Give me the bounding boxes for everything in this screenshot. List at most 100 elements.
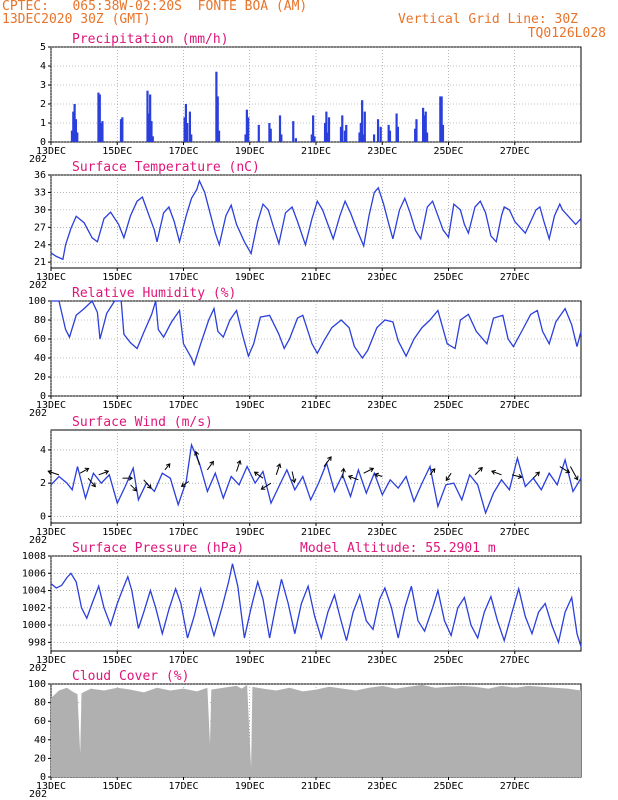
year-fragment: 202: [29, 535, 47, 546]
x-tick-label: 13DEC: [36, 146, 66, 157]
y-tick-label: 1008: [22, 551, 46, 562]
y-tick-label: 20: [34, 372, 46, 383]
x-tick-label: 23DEC: [367, 400, 397, 411]
precip-bar: [147, 113, 150, 142]
precip-bar: [190, 134, 193, 142]
precip-bar: [247, 117, 250, 142]
x-tick-label: 15DEC: [102, 655, 132, 666]
precip-bar: [327, 117, 331, 142]
wind-vector-head: [253, 471, 259, 477]
precip-bar: [217, 130, 221, 142]
y-tick-label: 60: [34, 334, 46, 345]
precip-bar: [76, 132, 79, 142]
y-tick-label: 40: [34, 735, 46, 746]
precip-bar: [97, 92, 100, 142]
precip-bar: [362, 134, 365, 142]
panel-title-precip: Precipitation (mm/h): [72, 32, 229, 47]
precip-bar: [395, 113, 398, 142]
x-tick-label: 23DEC: [367, 272, 397, 283]
precip-bar: [323, 123, 327, 142]
wind-vector: [348, 475, 359, 481]
precip-bar: [245, 109, 248, 142]
precip-bar: [119, 119, 123, 142]
panel-title-temp: Surface Temperature (nC): [72, 160, 260, 175]
wind-vector-head: [276, 463, 282, 469]
x-tick-label: 17DEC: [168, 527, 198, 538]
wind-vector: [342, 468, 345, 479]
wind-vector-head: [369, 467, 375, 473]
wind-vector-head: [128, 475, 134, 481]
x-tick-label: 17DEC: [168, 400, 198, 411]
x-tick-label: 15DEC: [102, 781, 132, 792]
wind-vector: [491, 470, 502, 476]
y-tick-label: 0: [40, 772, 46, 783]
wind-vector-head: [340, 467, 346, 473]
wind-vector: [374, 473, 383, 477]
wind-vector-head: [104, 469, 110, 475]
wind-vector: [261, 482, 272, 490]
y-tick-label: 5: [40, 42, 46, 53]
precip-bar: [149, 94, 152, 142]
x-tick-label: 15DEC: [102, 400, 132, 411]
x-tick-label: 25DEC: [433, 272, 463, 283]
x-tick-label: 17DEC: [168, 146, 198, 157]
x-tick-label: 27DEC: [500, 781, 530, 792]
x-tick-label: 25DEC: [433, 781, 463, 792]
y-tick-label: 30: [34, 205, 46, 216]
precip-bar: [73, 104, 76, 142]
x-tick-label: 15DEC: [102, 272, 132, 283]
wind-vector-head: [491, 469, 496, 475]
precip-bar: [439, 96, 442, 142]
precip-bar: [280, 134, 283, 142]
precip-bar: [415, 119, 418, 142]
y-tick-label: 3: [40, 80, 46, 91]
precip-bar: [424, 111, 427, 142]
precip-bar: [184, 104, 188, 142]
wind-vector-head: [132, 486, 138, 492]
x-tick-label: 17DEC: [168, 781, 198, 792]
x-tick-label: 19DEC: [235, 272, 265, 283]
wind-vector-head: [430, 468, 436, 473]
wind-vector-head: [146, 484, 152, 489]
y-tick-label: 33: [34, 187, 46, 198]
panel-frame-precip: [50, 46, 582, 143]
y-tick-label: 1000: [22, 620, 46, 631]
x-tick-label: 25DEC: [433, 146, 463, 157]
x-tick-label: 27DEC: [500, 400, 530, 411]
precip-bar: [396, 126, 400, 142]
y-tick-label: 1: [40, 118, 46, 129]
panel-title-rh: Relative Humidity (%): [72, 286, 236, 301]
wind-vector: [143, 479, 152, 489]
wind-vector: [275, 463, 281, 475]
model-altitude-label: Model Altitude: 55.2901 m: [300, 541, 496, 556]
wind-vector-head: [374, 472, 380, 478]
wind-vector: [323, 456, 332, 467]
wind-vector-head: [347, 474, 353, 480]
wind-vector: [363, 467, 374, 474]
x-tick-label: 21DEC: [301, 400, 331, 411]
y-tick-label: 20: [34, 753, 46, 764]
y-tick-label: 0: [40, 137, 46, 148]
precip-bar: [310, 134, 313, 142]
y-tick-label: 0: [40, 511, 46, 522]
precip-bar: [72, 111, 75, 142]
precip-bar: [341, 115, 344, 142]
x-tick-label: 15DEC: [102, 146, 132, 157]
x-tick-label: 13DEC: [36, 781, 66, 792]
precip-bar: [146, 90, 149, 142]
x-tick-label: 27DEC: [500, 146, 530, 157]
precip-bar: [388, 130, 392, 142]
x-tick-label: 23DEC: [367, 146, 397, 157]
wind-vector: [98, 470, 109, 476]
y-tick-label: 1006: [22, 568, 46, 579]
wind-vector-head: [535, 471, 540, 477]
wind-vector: [87, 477, 96, 487]
y-tick-label: 100: [28, 679, 46, 690]
x-tick-label: 13DEC: [36, 272, 66, 283]
x-tick-label: 13DEC: [36, 655, 66, 666]
y-tick-label: 1002: [22, 603, 46, 614]
wind-vector: [445, 472, 452, 481]
precip-bar: [387, 124, 390, 142]
wind-vector-head: [517, 473, 523, 479]
